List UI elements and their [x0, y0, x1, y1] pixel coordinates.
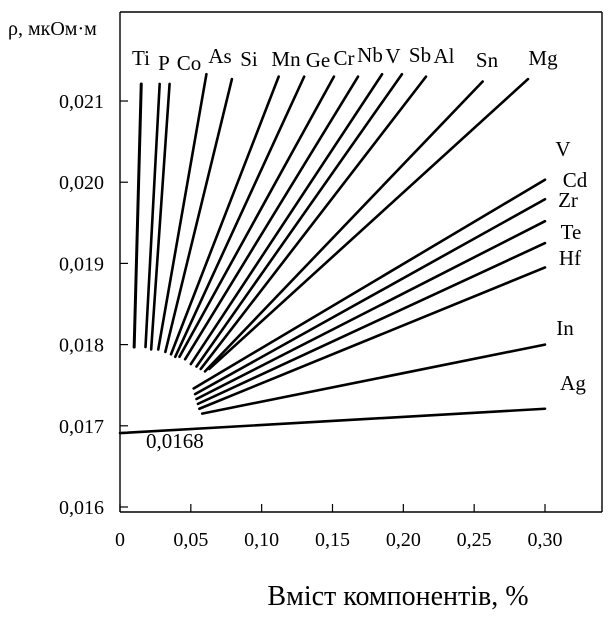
series-label-al: Al — [434, 44, 455, 68]
x-axis-title: Вміст компонентів, % — [267, 581, 528, 612]
series-label-mn: Mn — [271, 47, 301, 71]
series-label-ge: Ge — [306, 48, 331, 72]
series-label-cr: Cr — [334, 46, 355, 70]
series-label-v: V — [385, 44, 400, 68]
y-axis-label: ρ, мкОм·м — [8, 18, 97, 40]
series-label-sn: Sn — [476, 48, 499, 72]
x-tick-label: 0,20 — [386, 529, 421, 551]
x-tick-label: 0,05 — [173, 529, 208, 551]
series-line-zr — [195, 219, 547, 401]
series-line-ge — [173, 75, 306, 359]
x-tick-label: 0,15 — [315, 529, 350, 551]
axes — [119, 11, 603, 513]
x-tick-label: 0 — [115, 529, 125, 551]
series-line-v — [192, 178, 547, 390]
series-line-si — [164, 77, 234, 354]
y-tick-label: 0,016 — [59, 497, 104, 519]
y-tick-label: 0,017 — [59, 416, 104, 438]
y-ticks: 0,016 0,017 0,018 0,019 0,020 0,021 — [59, 91, 128, 519]
series-line-mn — [169, 75, 280, 356]
series-line-nb — [183, 75, 360, 361]
y-tick-label: 0,020 — [59, 172, 104, 194]
series-line-co — [149, 82, 171, 351]
y-tick-label: 0,021 — [59, 91, 104, 113]
series-label-ag: Ag — [560, 371, 586, 395]
series-label-si: Si — [240, 47, 258, 71]
x-tick-label: 0,25 — [457, 529, 492, 551]
series-label-p: P — [158, 51, 170, 75]
annotation-0168: 0,0168 — [146, 429, 204, 453]
series-label-zr: Zr — [558, 188, 578, 212]
x-tick-label: 0,10 — [244, 529, 279, 551]
y-tick-label: 0,019 — [59, 253, 104, 275]
series-line-cr — [178, 75, 336, 359]
series-line-ti — [132, 82, 143, 349]
series-line-as — [156, 72, 208, 351]
series-label-hf: Hf — [559, 246, 581, 270]
y-tick-label: 0,018 — [59, 335, 104, 357]
series-line-hf — [198, 266, 547, 411]
series-label-ti: Ti — [132, 46, 150, 70]
series-label-mg: Mg — [528, 46, 558, 70]
series-line-te — [196, 241, 547, 406]
series-line-v — [189, 72, 384, 366]
series-label-as: As — [208, 44, 231, 68]
series-line-cd — [193, 197, 547, 396]
series-label-cd: Cd — [563, 168, 588, 192]
x-tick-label: 0,30 — [528, 529, 563, 551]
series-line-in — [200, 343, 547, 415]
series-lines — [118, 72, 547, 435]
series-label-v: V — [555, 137, 570, 161]
series-line-mg — [207, 77, 530, 371]
series-label-in: In — [556, 316, 574, 340]
series-line-ag — [118, 407, 547, 435]
series-line-p — [144, 82, 161, 349]
series-line-sn — [203, 80, 484, 373]
series-label-co: Co — [177, 51, 202, 75]
series-line-sb — [195, 72, 404, 368]
series-label-te: Te — [561, 220, 582, 244]
x-ticks: 0 0,05 0,10 0,15 0,20 0,25 0,30 — [115, 504, 563, 551]
series-line-al — [199, 75, 428, 371]
series-label-nb: Nb — [357, 43, 383, 67]
series-label-sb: Sb — [409, 43, 431, 67]
